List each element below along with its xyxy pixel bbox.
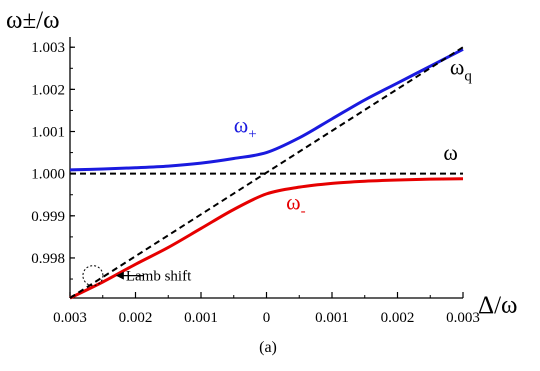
axes: 0.998 0.999 1.000 1.001 1.002 1.003 0.003 0.002… (31, 37, 480, 326)
lamb-shift-circle (82, 265, 104, 287)
omega-label: ω (443, 140, 457, 165)
omega-plus-curve (69, 47, 464, 172)
y-tick-label: 0.999 (31, 209, 65, 225)
y-tick-label: 1.001 (31, 125, 65, 141)
figure-caption: (a) (259, 339, 277, 356)
labels: ω±/ω Δ/ω (a) ω+ ω-ωq ω Lamb shift (6, 7, 517, 356)
x-tick-label: 0 (263, 310, 271, 326)
omega-q-dashed-line (69, 46, 464, 299)
x-tick-label: 0.003 (53, 310, 87, 326)
x-tick-label: 0.002 (381, 310, 415, 326)
omega-q-label: ωq (450, 55, 472, 85)
y-tick-label: 1.000 (31, 167, 65, 183)
y-axis-title: ω±/ω (6, 7, 60, 34)
lamb-shift-arrow-head (115, 271, 124, 280)
omega-minus-curve (69, 177, 464, 300)
y-tick-label: 1.003 (31, 40, 65, 56)
omega-minus-label: ω- (286, 189, 305, 219)
x-tick-label: 0.002 (119, 310, 153, 326)
omega-plus-label: ω+ (234, 112, 257, 142)
y-tick-label: 1.002 (31, 82, 65, 98)
plot-area (69, 46, 464, 300)
x-axis-title: Δ/ω (478, 292, 517, 319)
x-tick-label: 0.001 (315, 310, 349, 326)
x-tick-label: 0.001 (184, 310, 218, 326)
y-tick-label: 0.998 (31, 251, 65, 267)
x-tick-label: 0.003 (446, 310, 480, 326)
lamb-shift-label: Lamb shift (126, 269, 192, 285)
